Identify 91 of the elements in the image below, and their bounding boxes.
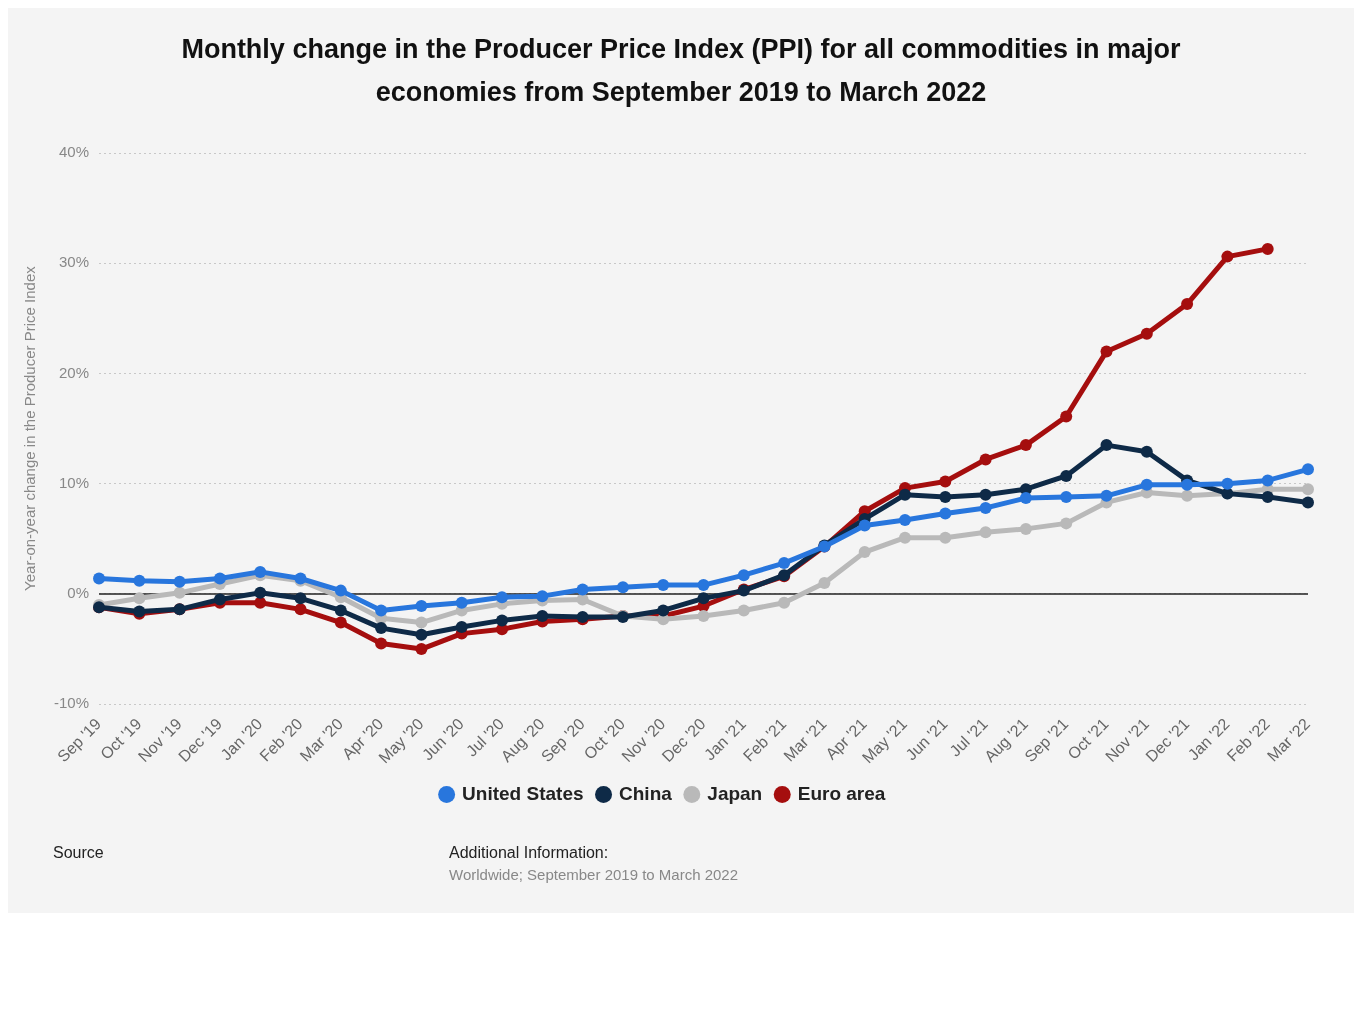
point [778, 596, 791, 609]
point [737, 569, 750, 582]
point [536, 590, 549, 603]
point [939, 507, 952, 520]
point [334, 604, 347, 617]
point [1302, 483, 1314, 496]
point [496, 591, 509, 604]
point [1060, 410, 1073, 423]
y-tick-label: -10% [53, 694, 90, 712]
chart-title: Monthly change in the Producer Price Index (PPI) for all commodities in major economies from September 2019 to March 2022 [180, 33, 1182, 109]
point [697, 579, 710, 592]
legend-label: Euro area [797, 782, 886, 804]
point [455, 596, 468, 609]
point [1181, 298, 1194, 311]
point [818, 576, 831, 589]
point [899, 488, 912, 501]
point [375, 637, 388, 650]
point [616, 581, 629, 594]
point [455, 621, 468, 633]
y-axis-title: Year-on-year change in the Producer Price Index [21, 265, 39, 591]
point [213, 572, 226, 585]
point [133, 592, 146, 605]
point [939, 475, 952, 488]
point [1060, 517, 1073, 530]
y-tick-label: 20% [58, 363, 90, 381]
point [1302, 496, 1314, 509]
point [979, 453, 992, 466]
point [294, 603, 307, 616]
y-tick-label: 40% [58, 143, 90, 161]
point [254, 586, 267, 599]
point [858, 546, 871, 559]
point [899, 514, 912, 527]
point [1221, 250, 1234, 263]
point [415, 643, 428, 656]
point [1261, 490, 1274, 503]
point [1019, 439, 1032, 452]
point [173, 586, 186, 599]
point [334, 584, 347, 597]
point [1140, 478, 1153, 491]
legend-label: United States [462, 782, 584, 804]
point [133, 574, 146, 587]
legend-label: China [619, 782, 673, 804]
point [1261, 242, 1274, 255]
point [1261, 474, 1274, 487]
point [1140, 327, 1153, 340]
y-tick-label: 30% [58, 253, 90, 271]
text: Source [53, 844, 105, 863]
point [415, 628, 428, 641]
point [778, 557, 791, 570]
point [858, 519, 871, 532]
point [657, 604, 670, 617]
point [576, 583, 589, 596]
point [93, 572, 106, 585]
point [697, 592, 710, 605]
point [415, 616, 428, 629]
point [1140, 445, 1153, 458]
text: Worldwide; September 2019 to March 2022 [449, 866, 739, 883]
point [536, 609, 549, 622]
point [1100, 345, 1113, 358]
point [1181, 478, 1194, 491]
point [899, 531, 912, 544]
point [375, 622, 388, 635]
point [657, 579, 670, 592]
point [496, 614, 509, 627]
point [375, 604, 388, 617]
point [939, 490, 952, 503]
point [939, 531, 952, 544]
point [1100, 439, 1113, 452]
point [1181, 489, 1194, 502]
point [979, 526, 992, 539]
point [1060, 490, 1073, 503]
legend-label: Japan [707, 782, 763, 804]
point [737, 604, 750, 617]
point [697, 609, 710, 622]
point [1221, 477, 1234, 490]
point [254, 565, 267, 578]
point [1302, 463, 1314, 476]
point [1019, 492, 1032, 505]
point [173, 575, 186, 588]
point [1019, 522, 1032, 535]
y-tick-label: 10% [58, 473, 90, 491]
point [1100, 489, 1113, 502]
point [1060, 469, 1073, 482]
point [294, 592, 307, 605]
point [254, 596, 267, 609]
point [979, 501, 992, 514]
text: Additional Information: [449, 844, 610, 862]
point [334, 616, 347, 629]
point [979, 488, 992, 501]
y-tick-label: 0% [67, 584, 90, 602]
point [415, 600, 428, 613]
